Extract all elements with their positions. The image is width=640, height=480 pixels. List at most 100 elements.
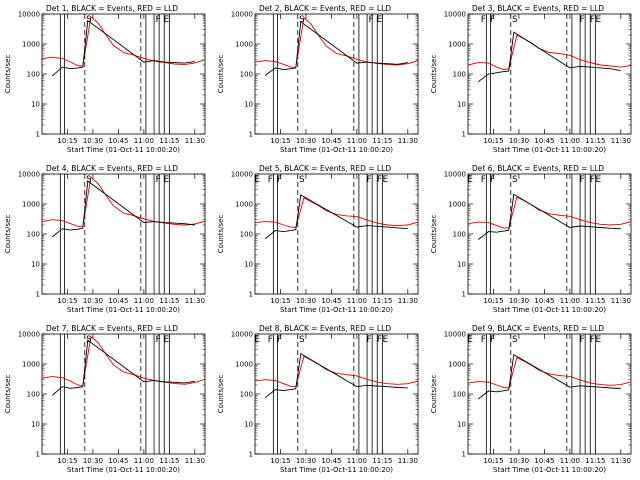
event-marker-label: F xyxy=(481,335,486,345)
event-marker-label: E xyxy=(254,175,260,185)
x-axis-label: Start Time (01-Oct-11 10:00:20) xyxy=(67,306,180,314)
chart-title: Det 7, BLACK = Events, RED = LLD xyxy=(46,324,178,333)
plot-frame xyxy=(41,333,206,455)
events-series-line xyxy=(477,31,621,83)
event-marker-label: E xyxy=(163,335,169,345)
x-tick-label: 11:30 xyxy=(611,137,631,145)
x-tick-label: 10:15 xyxy=(483,137,503,145)
x-tick-label: 11:15 xyxy=(585,137,605,145)
event-marker-label: F xyxy=(156,335,161,345)
event-marker-label: F xyxy=(490,15,495,25)
event-marker-label: E xyxy=(383,335,389,345)
x-tick-label: 11:30 xyxy=(611,297,631,305)
x-tick-label: 11:30 xyxy=(185,457,205,465)
y-tick-label: 100 xyxy=(453,71,466,79)
event-marker-label: E xyxy=(163,175,169,185)
x-tick-label: 10:45 xyxy=(534,457,554,465)
y-tick-label: 1000 xyxy=(448,361,466,369)
chart-panel-9: Det 9, BLACK = Events, RED = LLD 1 10 100 10… xyxy=(426,320,639,480)
x-tick-label: 10:15 xyxy=(57,457,77,465)
y-tick-label: 10000 xyxy=(18,331,40,339)
y-axis-label: Counts/sec xyxy=(4,375,12,414)
x-tick-label: 10:45 xyxy=(108,457,128,465)
event-marker-label: F xyxy=(481,175,486,185)
y-tick-label: 1 xyxy=(36,131,40,139)
plot-area xyxy=(42,334,205,454)
x-tick-label: 11:00 xyxy=(347,457,367,465)
events-series-line xyxy=(51,339,195,396)
lld-series-line xyxy=(468,196,631,229)
event-marker-label: S xyxy=(86,15,92,25)
plot-area xyxy=(255,334,418,454)
x-tick-label: 11:00 xyxy=(347,137,367,145)
events-series-line xyxy=(477,353,621,400)
x-axis-label: Start Time (01-Oct-11 10:00:20) xyxy=(67,146,180,154)
x-tick-label: 10:45 xyxy=(108,137,128,145)
x-tick-label: 11:00 xyxy=(134,137,154,145)
x-tick-label: 10:15 xyxy=(270,137,290,145)
y-tick-label: 10000 xyxy=(444,331,466,339)
chart-title: Det 4, BLACK = Events, RED = LLD xyxy=(46,164,178,173)
events-series-line xyxy=(264,20,408,76)
chart-svg: Det 6, BLACK = Events, RED = LLD 1 10 100 10… xyxy=(430,164,632,314)
y-tick-label: 10 xyxy=(244,421,253,429)
y-tick-label: 10000 xyxy=(231,331,253,339)
y-tick-label: 1 xyxy=(462,131,466,139)
x-axis-label: Start Time (01-Oct-11 10:00:20) xyxy=(280,306,393,314)
event-marker-label: F xyxy=(590,335,595,345)
event-marker-label: F xyxy=(156,175,161,185)
event-marker-label: F xyxy=(277,335,282,345)
lld-series-line xyxy=(468,356,631,389)
x-tick-label: 10:45 xyxy=(321,137,341,145)
x-axis-label: Start Time (01-Oct-11 10:00:20) xyxy=(493,466,606,474)
chart-svg: Det 4, BLACK = Events, RED = LLD 1 10 100 10… xyxy=(4,164,206,314)
plot-frame xyxy=(254,13,419,135)
y-tick-label: 1 xyxy=(462,451,466,459)
event-marker-label: S xyxy=(86,335,92,345)
y-tick-label: 100 xyxy=(27,71,40,79)
y-tick-label: 10 xyxy=(244,101,253,109)
lld-series-line xyxy=(42,16,205,67)
x-tick-label: 10:30 xyxy=(296,457,316,465)
chart-svg: Det 3, BLACK = Events, RED = LLD 1 10 100 10… xyxy=(430,4,632,154)
chart-svg: Det 2, BLACK = Events, RED = LLD 1 10 100 10… xyxy=(217,4,419,154)
plot-area xyxy=(255,174,418,294)
event-marker-label: E xyxy=(596,175,602,185)
event-marker-label: F xyxy=(156,15,161,25)
plot-frame xyxy=(254,173,419,295)
y-tick-label: 10000 xyxy=(231,11,253,19)
event-marker-label: F xyxy=(268,335,273,345)
chart-svg: Det 8, BLACK = Events, RED = LLD 1 10 100 10… xyxy=(217,324,419,474)
x-tick-label: 10:45 xyxy=(108,297,128,305)
lld-series-line xyxy=(42,335,205,387)
y-axis-label: Counts/sec xyxy=(430,215,438,254)
event-marker-label: F xyxy=(369,15,374,25)
event-marker-label: S xyxy=(299,15,305,25)
y-tick-label: 100 xyxy=(27,391,40,399)
x-tick-label: 10:15 xyxy=(57,137,77,145)
y-tick-label: 1000 xyxy=(448,41,466,49)
x-tick-label: 10:30 xyxy=(296,297,316,305)
y-tick-label: 10 xyxy=(457,261,466,269)
event-marker-label: S xyxy=(512,15,518,25)
event-marker-label: E xyxy=(596,335,602,345)
x-tick-label: 10:30 xyxy=(509,297,529,305)
events-series-line xyxy=(51,180,195,238)
x-tick-label: 10:30 xyxy=(83,137,103,145)
y-tick-label: 1 xyxy=(249,131,253,139)
plot-frame xyxy=(41,173,206,295)
x-tick-label: 11:30 xyxy=(611,457,631,465)
event-marker-label: F xyxy=(268,175,273,185)
x-tick-label: 11:00 xyxy=(560,457,580,465)
x-tick-label: 10:30 xyxy=(83,457,103,465)
x-tick-label: 10:30 xyxy=(509,137,529,145)
plot-frame xyxy=(254,333,419,455)
x-tick-label: 11:30 xyxy=(185,137,205,145)
y-axis-label: Counts/sec xyxy=(430,55,438,94)
x-tick-label: 11:15 xyxy=(372,457,392,465)
y-tick-label: 1000 xyxy=(448,201,466,209)
event-marker-label: F xyxy=(481,15,486,25)
chart-title: Det 1, BLACK = Events, RED = LLD xyxy=(46,4,178,13)
lld-series-line xyxy=(468,34,631,71)
x-tick-label: 11:30 xyxy=(398,137,418,145)
